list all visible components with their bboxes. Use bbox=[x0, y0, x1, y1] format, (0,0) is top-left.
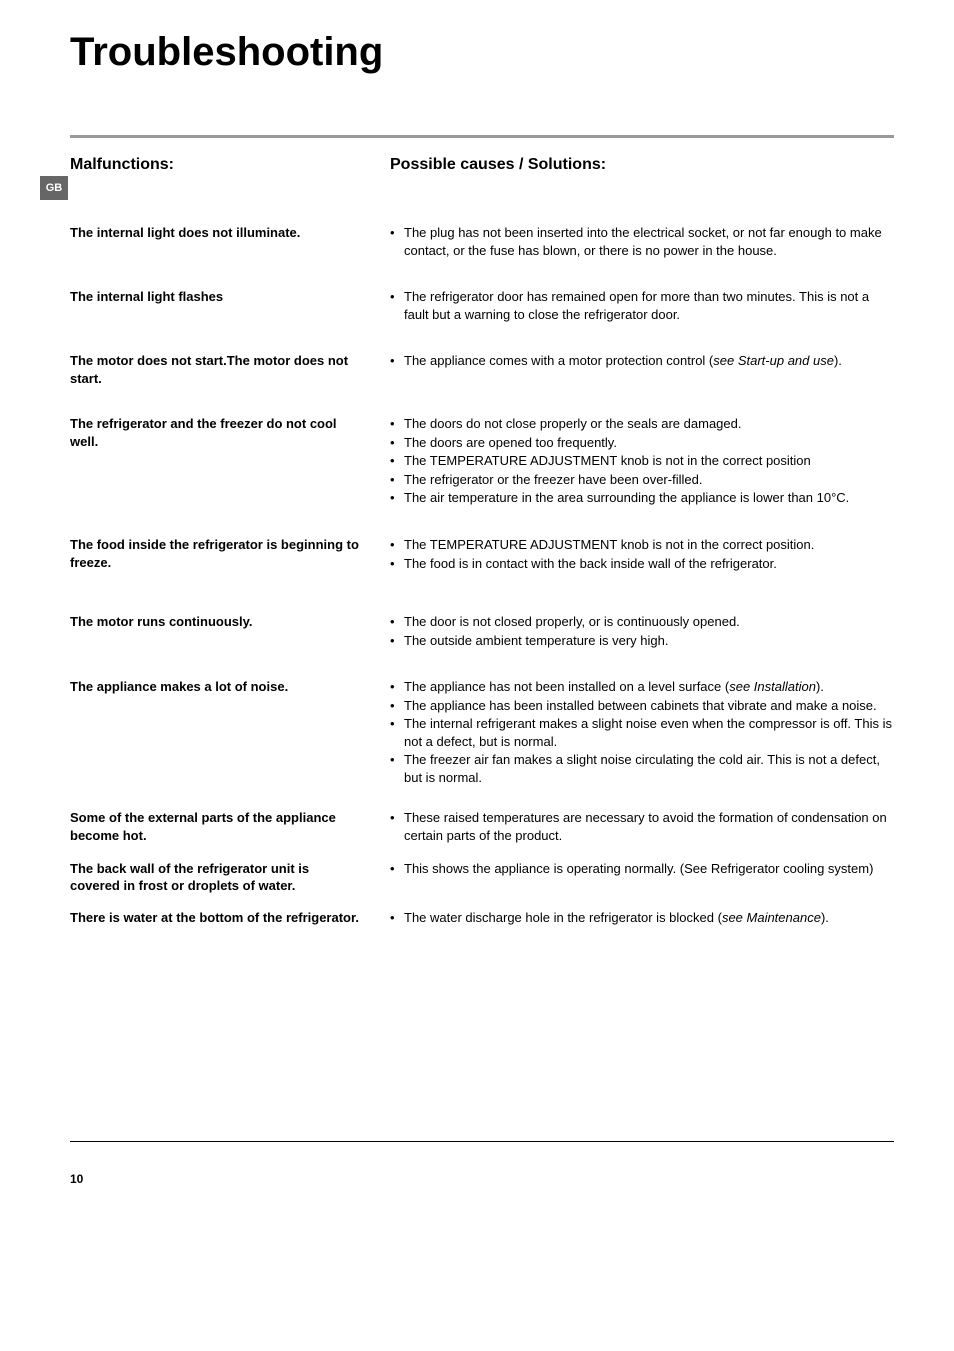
causes-list: These raised temperatures are necessary … bbox=[390, 809, 894, 844]
malfunctions-heading: Malfunctions: bbox=[70, 156, 360, 174]
malfunction-text: The internal light flashes bbox=[70, 288, 360, 306]
malfunction-text: The refrigerator and the freezer do not … bbox=[70, 415, 360, 450]
cause-item: The plug has not been inserted into the … bbox=[390, 224, 894, 259]
malfunction-text: Some of the external parts of the applia… bbox=[70, 809, 360, 844]
cause-item: This shows the appliance is operating no… bbox=[390, 860, 894, 878]
cause-item: The door is not closed properly, or is c… bbox=[390, 613, 894, 631]
page-title: Troubleshooting bbox=[70, 30, 894, 75]
cause-item: The refrigerator or the freezer have bee… bbox=[390, 471, 894, 489]
troubleshooting-row: The appliance makes a lot of noise. The a… bbox=[70, 678, 894, 787]
causes-list: The appliance comes with a motor protect… bbox=[390, 352, 894, 370]
troubleshooting-row: The motor does not start.The motor does … bbox=[70, 352, 894, 387]
footer-rule bbox=[70, 1141, 894, 1142]
cause-item: The appliance has not been installed on … bbox=[390, 678, 894, 696]
troubleshooting-table: The internal light does not illuminate. T… bbox=[70, 224, 894, 941]
malfunction-text: The internal light does not illuminate. bbox=[70, 224, 360, 242]
content-wrapper: GB Malfunctions: Possible causes / Solut… bbox=[40, 156, 894, 941]
cause-item: The TEMPERATURE ADJUSTMENT knob is not i… bbox=[390, 536, 894, 554]
cause-item: The freezer air fan makes a slight noise… bbox=[390, 751, 894, 786]
cause-item: The doors are opened too frequently. bbox=[390, 434, 894, 452]
malfunction-text: The motor does not start.The motor does … bbox=[70, 352, 360, 387]
troubleshooting-row: The internal light flashes The refrigerat… bbox=[70, 288, 894, 324]
cause-item: The water discharge hole in the refriger… bbox=[390, 909, 894, 927]
cause-item: The appliance has been installed between… bbox=[390, 697, 894, 715]
malfunction-text: The back wall of the refrigerator unit i… bbox=[70, 860, 360, 895]
causes-list: This shows the appliance is operating no… bbox=[390, 860, 894, 878]
causes-list: The water discharge hole in the refriger… bbox=[390, 909, 894, 927]
malfunction-text: The motor runs continuously. bbox=[70, 613, 360, 631]
cause-item: The food is in contact with the back ins… bbox=[390, 555, 894, 573]
divider-line bbox=[70, 135, 894, 138]
causes-list: The TEMPERATURE ADJUSTMENT knob is not i… bbox=[390, 536, 894, 572]
cause-item: The appliance comes with a motor protect… bbox=[390, 352, 894, 370]
malfunction-text: The appliance makes a lot of noise. bbox=[70, 678, 360, 696]
cause-item: The outside ambient temperature is very … bbox=[390, 632, 894, 650]
troubleshooting-row: Some of the external parts of the applia… bbox=[70, 809, 894, 845]
page-number: 10 bbox=[70, 1172, 894, 1186]
malfunction-text: There is water at the bottom of the refr… bbox=[70, 909, 360, 927]
troubleshooting-row: There is water at the bottom of the refr… bbox=[70, 909, 894, 928]
troubleshooting-row: The motor runs continuously. The door is … bbox=[70, 613, 894, 650]
causes-list: The door is not closed properly, or is c… bbox=[390, 613, 894, 649]
causes-list: The refrigerator door has remained open … bbox=[390, 288, 894, 323]
causes-list: The appliance has not been installed on … bbox=[390, 678, 894, 786]
causes-list: The plug has not been inserted into the … bbox=[390, 224, 894, 259]
troubleshooting-row: The food inside the refrigerator is begi… bbox=[70, 536, 894, 573]
causes-heading: Possible causes / Solutions: bbox=[390, 156, 894, 174]
cause-item: The refrigerator door has remained open … bbox=[390, 288, 894, 323]
troubleshooting-row: The back wall of the refrigerator unit i… bbox=[70, 860, 894, 895]
troubleshooting-row: The refrigerator and the freezer do not … bbox=[70, 415, 894, 508]
cause-item: The air temperature in the area surround… bbox=[390, 489, 894, 507]
malfunction-text: The food inside the refrigerator is begi… bbox=[70, 536, 360, 571]
cause-item: The doors do not close properly or the s… bbox=[390, 415, 894, 433]
troubleshooting-columns: Malfunctions: Possible causes / Solution… bbox=[70, 156, 894, 941]
cause-item: The TEMPERATURE ADJUSTMENT knob is not i… bbox=[390, 452, 894, 470]
cause-item: The internal refrigerant makes a slight … bbox=[390, 715, 894, 750]
language-tab: GB bbox=[40, 176, 68, 200]
troubleshooting-row: The internal light does not illuminate. T… bbox=[70, 224, 894, 260]
cause-item: These raised temperatures are necessary … bbox=[390, 809, 894, 844]
causes-list: The doors do not close properly or the s… bbox=[390, 415, 894, 507]
